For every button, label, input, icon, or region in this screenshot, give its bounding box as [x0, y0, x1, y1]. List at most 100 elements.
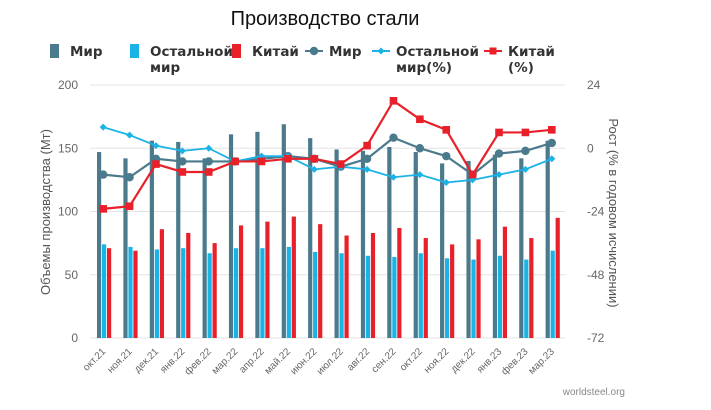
bar — [476, 239, 481, 338]
legend-swatch — [130, 44, 139, 58]
line-point — [548, 155, 556, 163]
bar — [471, 259, 476, 338]
line-point — [336, 160, 345, 168]
legend-item: Остальной мир — [130, 44, 233, 76]
x-tick-label: май.22 — [263, 346, 294, 377]
bar — [524, 259, 529, 338]
line-point — [363, 141, 371, 150]
line-point — [125, 173, 134, 182]
line-point — [99, 123, 107, 131]
x-tick-label: июн.22 — [289, 346, 320, 377]
legend-label: Китай — [252, 44, 299, 60]
legend-marker — [377, 47, 385, 55]
line-point — [204, 168, 213, 176]
bar — [519, 158, 524, 338]
bar — [466, 160, 471, 338]
legend-swatch — [232, 44, 241, 58]
line-point — [548, 126, 556, 134]
bar — [106, 248, 112, 338]
y-tick-label: 50 — [65, 268, 79, 282]
x-tick-label: мар.23 — [527, 346, 558, 377]
bar — [101, 244, 107, 338]
series-line — [103, 99, 552, 210]
bar — [545, 140, 550, 338]
bar — [291, 216, 296, 338]
right-axis-ticks: -72 -48 -24 0 24 — [587, 78, 605, 345]
bar — [392, 257, 397, 338]
legend-item: Китай — [232, 44, 299, 60]
line-series — [98, 97, 557, 213]
bar — [334, 149, 339, 338]
line-point — [547, 138, 557, 148]
bar — [418, 253, 423, 338]
legend-label: Мир — [70, 44, 103, 60]
bar — [450, 244, 455, 338]
bar — [255, 131, 260, 338]
y2-tick-label: -24 — [587, 205, 605, 219]
bar — [149, 140, 154, 338]
line-point — [415, 144, 425, 153]
line-point — [521, 128, 530, 137]
bar — [308, 138, 313, 338]
bar — [339, 253, 344, 338]
line-point — [442, 151, 451, 161]
line-point — [468, 170, 477, 179]
legend-marker — [489, 47, 497, 55]
legend-label: Мир — [329, 44, 362, 60]
bar — [159, 229, 164, 338]
legend-item: Китай (%) — [484, 44, 555, 76]
bar — [128, 246, 133, 338]
x-axis-ticks: окт.21ноя.21дек.21янв.22фев.22мар.22апр.… — [81, 345, 557, 377]
y2-tick-label: -72 — [587, 331, 605, 345]
legend-label: Китай (%) — [508, 44, 555, 76]
y-tick-label: 100 — [58, 205, 78, 219]
x-tick-label: апр.22 — [237, 346, 267, 376]
legend-label: Остальной мир — [150, 44, 233, 76]
series-line — [102, 126, 553, 184]
bar — [212, 243, 217, 338]
bar — [207, 253, 212, 338]
legend: Мир Остальной мир Китай Мир Остальной мир(%) Ки… — [50, 44, 555, 76]
line-point — [495, 171, 503, 179]
source-credit: worldsteel.org — [562, 387, 625, 398]
bar — [96, 152, 102, 338]
x-tick-label: фев.22 — [182, 345, 214, 377]
line-point — [389, 173, 397, 181]
line-point — [98, 170, 108, 179]
bar — [154, 249, 159, 338]
line-point — [494, 149, 504, 158]
line-point — [495, 128, 503, 137]
bar — [233, 248, 239, 338]
line-point — [231, 157, 239, 166]
bar — [397, 227, 402, 338]
bar — [265, 221, 270, 338]
y2-axis-title: Рост (% в годовом исчислении) — [606, 118, 621, 307]
bar — [413, 152, 418, 338]
line-point — [521, 165, 529, 173]
x-tick-label: окт.22 — [398, 346, 425, 373]
bar — [281, 124, 286, 338]
y2-tick-label: 24 — [587, 78, 601, 92]
bar — [286, 246, 291, 338]
bar — [445, 258, 450, 338]
y-tick-label: 200 — [58, 78, 78, 92]
left-axis-ticks: 0 50 100 150 200 — [58, 78, 78, 345]
line-point — [257, 157, 266, 166]
line-point — [442, 126, 451, 134]
line-point — [284, 154, 292, 163]
x-tick-label: дек.22 — [449, 346, 478, 375]
bar — [529, 238, 534, 338]
line-point — [521, 146, 530, 156]
x-tick-label: мар.22 — [210, 346, 241, 377]
bar — [360, 150, 366, 338]
bar — [502, 226, 508, 338]
bar — [181, 248, 186, 338]
bar — [492, 154, 498, 338]
bar — [497, 255, 503, 338]
bar — [423, 238, 428, 338]
y2-tick-label: -48 — [587, 268, 605, 282]
bar — [228, 134, 234, 338]
bar — [186, 233, 191, 338]
bar — [202, 158, 207, 338]
line-point — [178, 157, 187, 166]
